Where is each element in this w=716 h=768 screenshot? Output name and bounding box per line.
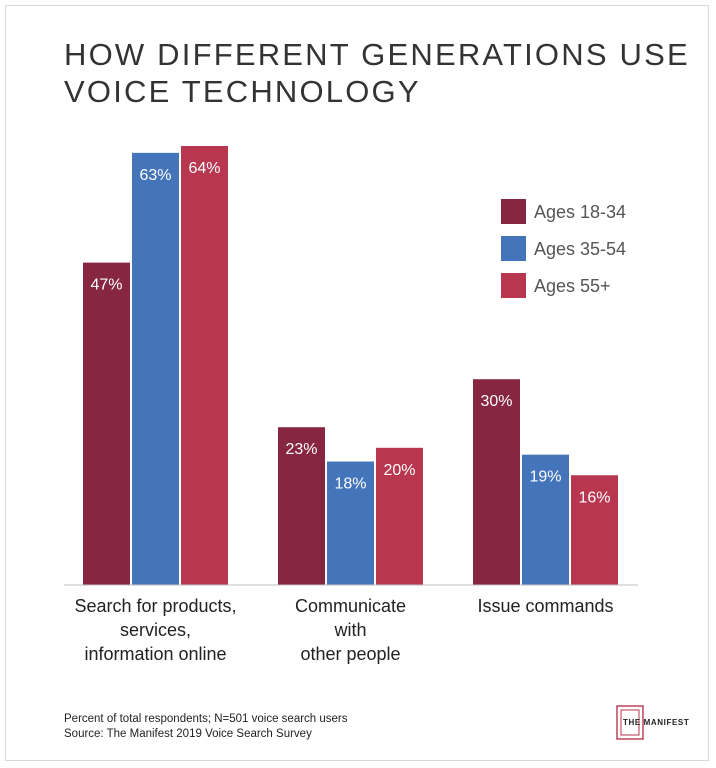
bar-series2-cat3 [522, 454, 569, 585]
category-label-3-line-1: Issue commands [477, 596, 613, 616]
bar-label-series2-cat3: 19% [529, 469, 561, 486]
bar-label-series1-cat1: 47% [90, 277, 122, 294]
logo-frame-inner [620, 709, 640, 736]
category-labels: Search for products, services, information… [74, 596, 613, 664]
legend-swatch-2 [501, 236, 526, 261]
chart-title-line-2: VOICE TECHNOLOGY [64, 74, 421, 109]
bar-label-series3-cat1: 64% [188, 160, 220, 177]
category-label-2-line-3: other people [300, 644, 400, 664]
bar-series2-cat1 [132, 152, 179, 585]
bar-label-series1-cat3: 30% [480, 393, 512, 410]
bar-series2-cat2 [327, 461, 374, 585]
legend-swatch-1 [501, 199, 526, 224]
bars: 47% 23% 30% 63% 18% 19% 64% 20% 16% [83, 146, 618, 585]
bar-label-series1-cat2: 23% [285, 441, 317, 458]
legend: Ages 18-34 Ages 35-54 Ages 55+ [501, 199, 626, 298]
bar-series3-cat3 [571, 475, 618, 585]
legend-label-1: Ages 18-34 [534, 202, 626, 222]
category-label-1-line-2: services, [120, 620, 191, 640]
bar-label-series3-cat2: 20% [383, 462, 415, 479]
the-manifest-logo: THE MANIFEST [616, 705, 689, 740]
legend-label-2: Ages 35-54 [534, 239, 626, 259]
bar-series3-cat2 [376, 447, 423, 585]
bar-series1-cat2 [278, 427, 325, 585]
category-label-1-line-3: information online [84, 644, 226, 664]
chart-title-line-1: HOW DIFFERENT GENERATIONS USE [64, 37, 690, 72]
footnote-line-2: Source: The Manifest 2019 Voice Search S… [64, 728, 312, 740]
legend-label-3: Ages 55+ [534, 276, 611, 296]
footnote-line-1: Percent of total respondents; N=501 voic… [64, 713, 348, 725]
bar-series1-cat3 [473, 379, 520, 585]
category-label-2-line-1: Communicate [295, 596, 406, 616]
bar-label-series2-cat2: 18% [334, 476, 366, 493]
bar-series1-cat1 [83, 262, 130, 585]
chart-title: HOW DIFFERENT GENERATIONS USE VOICE TECH… [64, 37, 690, 109]
legend-swatch-3 [501, 273, 526, 298]
bar-label-series3-cat3: 16% [578, 489, 610, 506]
category-label-2-line-2: with [333, 620, 366, 640]
category-label-1-line-1: Search for products, [74, 596, 236, 616]
logo-text: THE MANIFEST [623, 718, 689, 727]
footnotes: Percent of total respondents; N=501 voic… [64, 713, 348, 740]
bar-series3-cat1 [181, 146, 228, 585]
logo-frame-outer [616, 705, 644, 740]
bar-label-series2-cat1: 63% [139, 167, 171, 184]
